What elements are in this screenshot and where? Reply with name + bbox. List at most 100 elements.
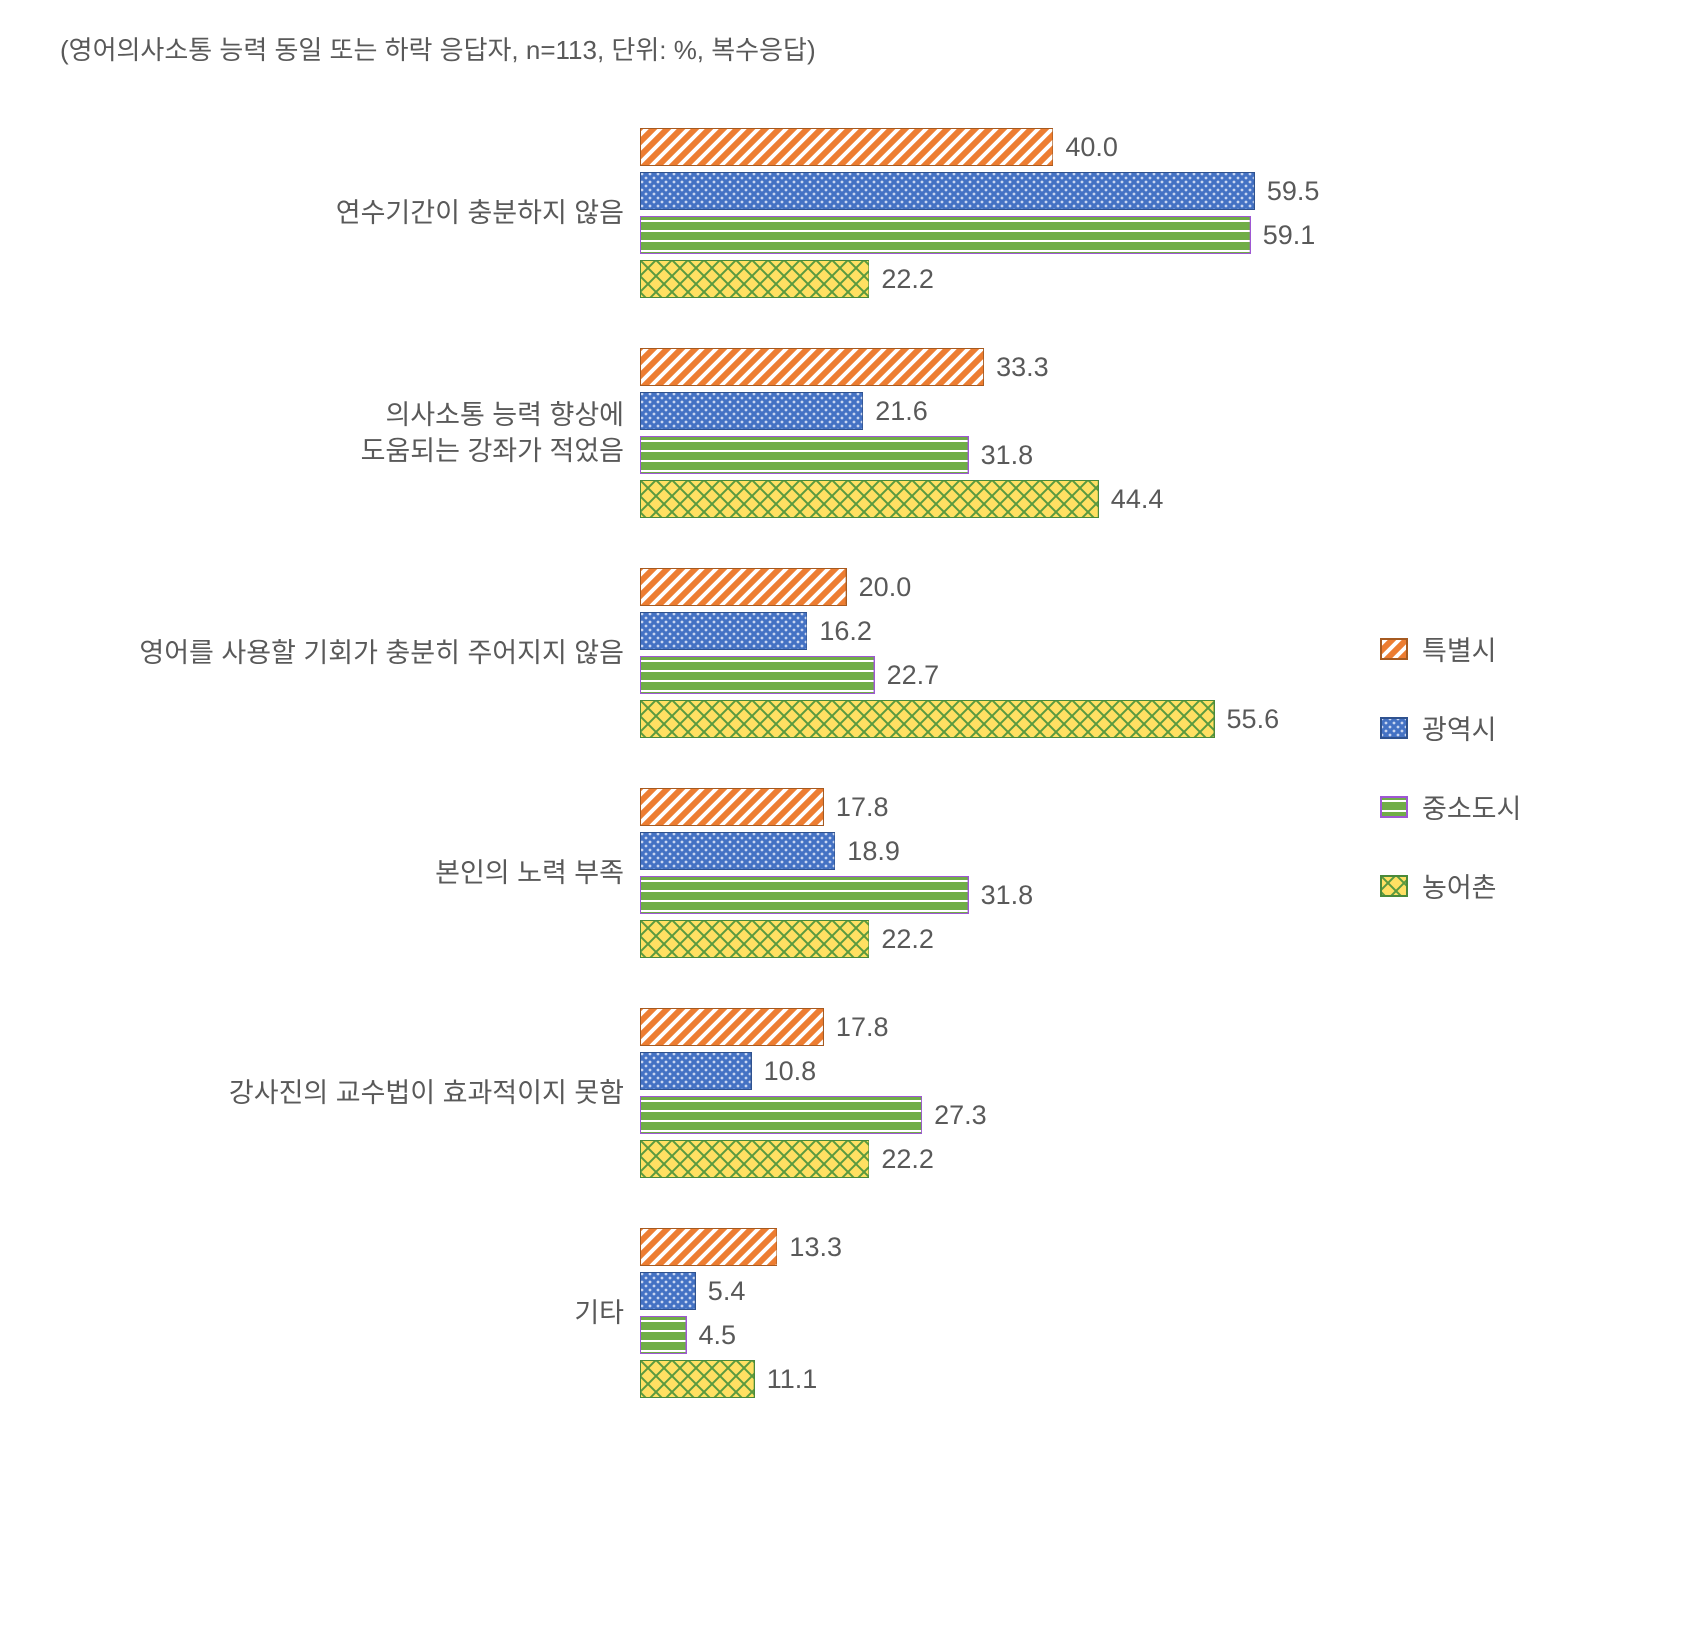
bar (640, 348, 984, 386)
bar-row: 10.8 (640, 1051, 1340, 1091)
legend: 특별시광역시중소도시농어촌 (1380, 629, 1521, 945)
bar-value: 59.1 (1263, 220, 1316, 251)
legend-item: 중소도시 (1380, 787, 1521, 826)
legend-item: 농어촌 (1380, 866, 1521, 905)
bar (640, 1140, 869, 1178)
bar-value: 59.5 (1267, 176, 1320, 207)
bar-row: 59.1 (640, 215, 1340, 255)
bar-chart: 연수기간이 충분하지 않음40.059.559.122.2의사소통 능력 향상에… (40, 127, 1340, 1447)
bar (640, 480, 1099, 518)
bar-value: 5.4 (708, 1276, 746, 1307)
bar (640, 392, 863, 430)
legend-label: 특별시 (1422, 629, 1497, 668)
bar-row: 22.2 (640, 919, 1340, 959)
bar-row: 18.9 (640, 831, 1340, 871)
bar (640, 832, 835, 870)
bar (640, 612, 807, 650)
category-label: 강사진의 교수법이 효과적이지 못함 (40, 1075, 640, 1111)
bar (640, 1052, 752, 1090)
category-label: 연수기간이 충분하지 않음 (40, 195, 640, 231)
bar-value: 21.6 (875, 396, 928, 427)
category-group: 강사진의 교수법이 효과적이지 못함 17.8 10.8 27.322.2 (40, 1007, 1340, 1179)
bar-row: 16.2 (640, 611, 1340, 651)
bar-group: 13.3 5.4 4.5 11.1 (640, 1227, 1340, 1399)
bar-value: 44.4 (1111, 484, 1164, 515)
bar (640, 216, 1251, 254)
bar-row: 17.8 (640, 1007, 1340, 1047)
bar-value: 31.8 (981, 880, 1034, 911)
bar-row: 5.4 (640, 1271, 1340, 1311)
bar (640, 128, 1053, 166)
bar-row: 13.3 (640, 1227, 1340, 1267)
bar (640, 1228, 777, 1266)
bar (640, 568, 847, 606)
bar-row: 22.2 (640, 1139, 1340, 1179)
bar-row: 27.3 (640, 1095, 1340, 1135)
bar-value: 22.2 (881, 264, 934, 295)
bar-row: 21.6 (640, 391, 1340, 431)
bar-row: 20.0 (640, 567, 1340, 607)
legend-swatch (1380, 796, 1408, 818)
bar-row: 22.2 (640, 259, 1340, 299)
legend-label: 농어촌 (1422, 866, 1497, 905)
bar-value: 10.8 (764, 1056, 817, 1087)
bar (640, 436, 969, 474)
bar (640, 656, 875, 694)
bar-row: 31.8 (640, 875, 1340, 915)
bar-value: 40.0 (1065, 132, 1118, 163)
bar-value: 13.3 (789, 1232, 842, 1263)
bar-value: 22.2 (881, 924, 934, 955)
bar-row: 4.5 (640, 1315, 1340, 1355)
bar (640, 920, 869, 958)
bar-value: 18.9 (847, 836, 900, 867)
bar-group: 17.8 18.9 31.8 22.2 (640, 787, 1340, 959)
bar-row: 11.1 (640, 1359, 1340, 1399)
bar-value: 4.5 (699, 1320, 737, 1351)
legend-swatch (1380, 875, 1408, 897)
bar-value: 55.6 (1227, 704, 1280, 735)
bar-row: 40.0 (640, 127, 1340, 167)
bar-value: 17.8 (836, 792, 889, 823)
legend-swatch (1380, 717, 1408, 739)
bar-value: 27.3 (934, 1100, 987, 1131)
bar (640, 172, 1255, 210)
bar (640, 788, 824, 826)
category-label: 영어를 사용할 기회가 충분히 주어지지 않음 (40, 635, 640, 671)
bar-value: 16.2 (819, 616, 872, 647)
bar (640, 260, 869, 298)
bar (640, 1360, 755, 1398)
bar-value: 22.7 (887, 660, 940, 691)
bar (640, 1008, 824, 1046)
bar-row: 17.8 (640, 787, 1340, 827)
bar-row: 33.3 (640, 347, 1340, 387)
bar-group: 40.0 59.5 59.1 22.2 (640, 127, 1340, 299)
bar-group: 17.8 10.8 27.322.2 (640, 1007, 1340, 1179)
legend-label: 중소도시 (1422, 787, 1521, 826)
category-group: 의사소통 능력 향상에 도움되는 강좌가 적었음33.321.631.844.4 (40, 347, 1340, 519)
bar (640, 1096, 922, 1134)
bar-row: 59.5 (640, 171, 1340, 211)
legend-swatch (1380, 638, 1408, 660)
bar-group: 33.3 21.6 31.8 44.4 (640, 347, 1340, 519)
bar-row: 44.4 (640, 479, 1340, 519)
category-group: 기타13.35.44.511.1 (40, 1227, 1340, 1399)
bar-group: 20.0 16.2 22.7 55.6 (640, 567, 1340, 739)
bar-row: 22.7 (640, 655, 1340, 695)
bar (640, 1272, 696, 1310)
bar-value: 17.8 (836, 1012, 889, 1043)
category-group: 연수기간이 충분하지 않음 40.0 59.5 59.1 22.2 (40, 127, 1340, 299)
legend-item: 특별시 (1380, 629, 1521, 668)
legend-item: 광역시 (1380, 708, 1521, 747)
category-group: 본인의 노력 부족 17.8 18.9 31.8 22.2 (40, 787, 1340, 959)
chart-container: 연수기간이 충분하지 않음40.059.559.122.2의사소통 능력 향상에… (40, 127, 1646, 1447)
bar-value: 33.3 (996, 352, 1049, 383)
bar-row: 55.6 (640, 699, 1340, 739)
bar-row: 31.8 (640, 435, 1340, 475)
category-label: 본인의 노력 부족 (40, 855, 640, 891)
bar-value: 22.2 (881, 1144, 934, 1175)
category-group: 영어를 사용할 기회가 충분히 주어지지 않음 20.0 16.2 22.7 55.6 (40, 567, 1340, 739)
bar-value: 11.1 (767, 1364, 818, 1395)
bar (640, 1316, 687, 1354)
bar-value: 20.0 (859, 572, 912, 603)
legend-label: 광역시 (1422, 708, 1497, 747)
